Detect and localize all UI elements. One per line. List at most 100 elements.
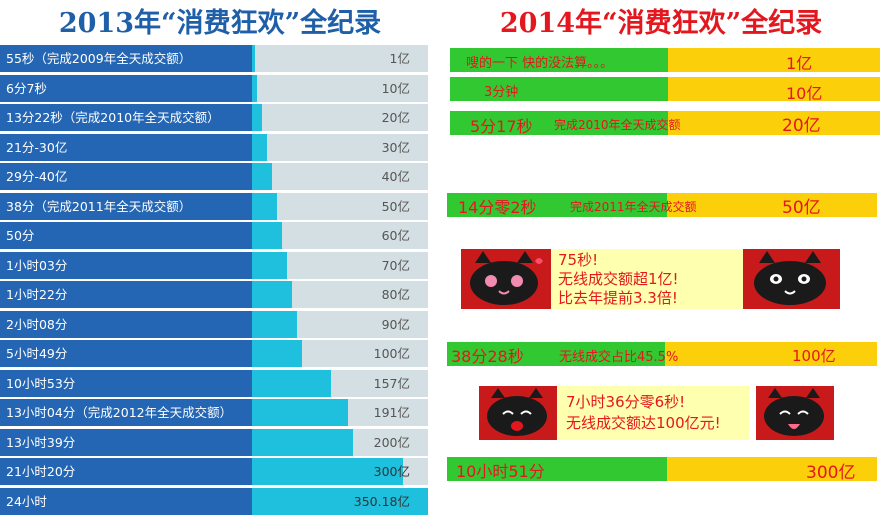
bar-value-label: 1亿 — [389, 51, 410, 66]
bar-label: 13小时04分（完成2012年全天成交额） — [0, 399, 252, 426]
value-bar — [668, 111, 880, 135]
cat-mascot — [479, 386, 557, 440]
time-bar — [450, 77, 668, 101]
bar-value-label: 50亿 — [381, 198, 410, 214]
bar-value-label: 90亿 — [381, 316, 410, 332]
bar-value-label: 350.18亿 — [353, 493, 410, 509]
bar-label: 29分-40亿 — [0, 163, 252, 190]
bar-label: 13分22秒（完成2010年全天成交额） — [0, 104, 252, 131]
bar-row: 24小时 350.18亿 — [0, 487, 428, 515]
bar-value-label: 70亿 — [381, 257, 410, 273]
bar — [252, 163, 273, 190]
bar-value-label: 40亿 — [381, 169, 410, 184]
entry-time: 14分零2秒 — [458, 198, 537, 217]
entry-time: 3分钟 — [484, 85, 519, 100]
bar-label: 21小时20分 — [0, 458, 252, 485]
popup-time: 7小时36分零6秒! — [566, 393, 686, 411]
entry-note: 完成2010年全天成交额 — [554, 118, 681, 132]
time-bar — [447, 193, 667, 217]
bar — [252, 192, 278, 220]
bar-label: 6分7秒 — [0, 74, 252, 102]
bar — [252, 74, 258, 102]
value-bar — [667, 457, 877, 481]
bar-row: 13小时04分（完成2012年全天成交额） 191亿 — [0, 399, 428, 426]
popup-note: 无线成交额超1亿! — [558, 270, 679, 288]
bar — [252, 458, 403, 485]
bar-label: 55秒（完成2009年全天成交额） — [0, 45, 252, 72]
cat-mascot — [743, 249, 840, 309]
bar-value-label: 10亿 — [381, 80, 410, 96]
bar — [252, 133, 268, 161]
bar — [252, 251, 288, 279]
time-bar — [450, 111, 668, 135]
bar-row: 55秒（完成2009年全天成交额） 1亿 — [0, 45, 428, 72]
popup-time: 75秒! — [558, 251, 599, 269]
bar — [252, 45, 255, 72]
time-bar — [450, 48, 668, 72]
bar-label: 13小时39分 — [0, 428, 252, 456]
bar — [252, 428, 353, 456]
bar-row: 10小时53分 157亿 — [0, 369, 428, 397]
bar-row: 29分-40亿 40亿 — [0, 163, 428, 190]
tmall-cat-icon — [487, 388, 547, 436]
bar-value-label: 20亿 — [381, 110, 410, 125]
bar-label: 21分-30亿 — [0, 133, 252, 161]
value-bar — [667, 193, 877, 217]
time-bar — [447, 342, 665, 366]
bar-row: 1小时22分 80亿 — [0, 281, 428, 308]
bar-value-label: 300亿 — [373, 464, 410, 479]
bar-label: 1小时03分 — [0, 251, 252, 279]
entry-time: 10小时51分 — [456, 462, 545, 481]
bar-value-label: 157亿 — [373, 375, 410, 391]
value-bar — [668, 77, 880, 101]
bar-row: 38分（完成2011年全天成交额） 50亿 — [0, 192, 428, 220]
bar-value-label: 80亿 — [381, 287, 410, 302]
entry-time: 5分17秒 — [470, 117, 533, 136]
bar-row: 21分-30亿 30亿 — [0, 133, 428, 161]
bar-row: 13小时39分 200亿 — [0, 428, 428, 456]
bar-label: 50分 — [0, 222, 252, 249]
entry-value: 100亿 — [792, 347, 836, 365]
bar-row: 6分7秒 10亿 — [0, 74, 428, 102]
bar-label: 2小时08分 — [0, 310, 252, 338]
bar-value-label: 200亿 — [373, 434, 410, 450]
bar — [252, 487, 428, 515]
popup-box — [551, 249, 743, 309]
entry-note: 无线成交占比45.5% — [559, 350, 679, 365]
entry-value: 1亿 — [786, 54, 813, 73]
bar-value-label: 60亿 — [381, 228, 410, 243]
tmall-cat-icon — [754, 251, 826, 305]
bar-label: 5小时49分 — [0, 340, 252, 367]
value-bar — [665, 342, 877, 366]
entry-value: 20亿 — [782, 116, 821, 136]
bar-label: 1小时22分 — [0, 281, 252, 308]
bar — [252, 369, 331, 397]
cat-mascot — [756, 386, 834, 440]
bar — [252, 399, 348, 426]
bar — [252, 222, 283, 249]
bar-row: 21小时20分 300亿 — [0, 458, 428, 485]
popup-note2: 比去年提前3.3倍! — [558, 289, 678, 307]
bar — [252, 281, 293, 308]
bar-value-label: 100亿 — [373, 346, 410, 361]
bar-value-label: 191亿 — [373, 405, 410, 420]
popup-box — [557, 386, 749, 440]
bar-row: 13分22秒（完成2010年全天成交额） 20亿 — [0, 104, 428, 131]
bar-label: 38分（完成2011年全天成交额） — [0, 192, 252, 220]
title-2013: 2013年“消费狂欢”全纪录 — [58, 8, 382, 39]
time-bar — [447, 457, 667, 481]
value-bar — [668, 48, 880, 72]
bar-row: 5小时49分 100亿 — [0, 340, 428, 367]
entry-value: 10亿 — [786, 84, 823, 103]
entry-note: 完成2011年全天成交额 — [570, 200, 697, 214]
bar — [252, 310, 298, 338]
tmall-cat-icon — [764, 388, 824, 436]
bar-row: 50分 60亿 — [0, 222, 428, 249]
entry-value: 50亿 — [782, 198, 821, 218]
bar-value-label: 30亿 — [381, 139, 410, 155]
entry-value: 300亿 — [806, 463, 856, 483]
title-2014: 2014年“消费狂欢”全纪录 — [499, 8, 823, 39]
bar — [252, 340, 303, 367]
tmall-cat-icon — [470, 251, 543, 305]
bar-row: 2小时08分 90亿 — [0, 310, 428, 338]
